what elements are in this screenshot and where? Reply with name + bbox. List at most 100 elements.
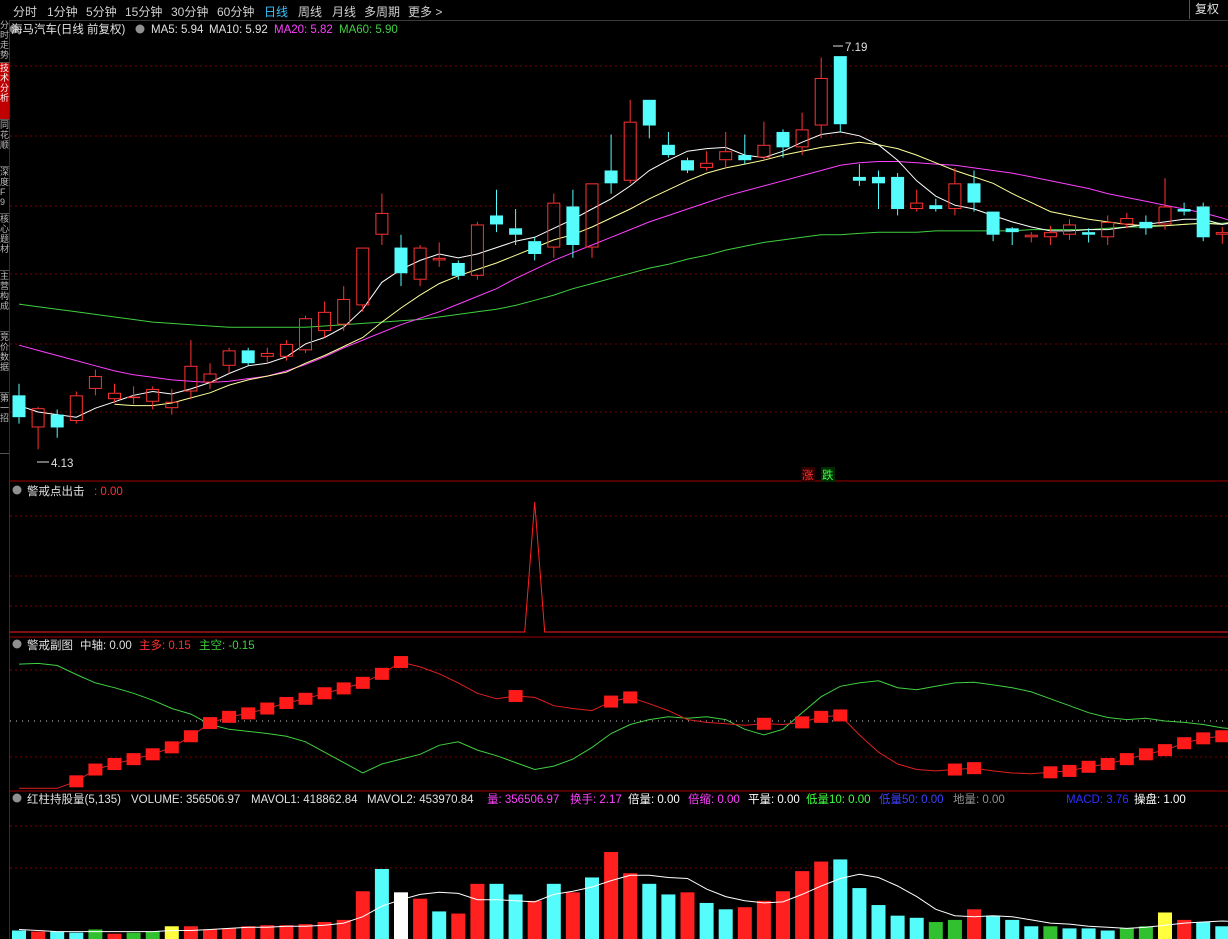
panel4-title: 红柱持股量(5,135)	[27, 792, 121, 806]
candle	[661, 131, 675, 158]
candle	[146, 386, 160, 410]
die-label[interactable]: 跌	[822, 468, 834, 482]
panel4-label: VOLUME: 356506.97	[131, 794, 240, 806]
tab-60min[interactable]: 60分钟	[217, 5, 255, 19]
panel4-label: 低量50: 0.00	[879, 793, 944, 806]
volume-bar	[1100, 930, 1115, 939]
high-price-label: 7.19	[845, 42, 867, 54]
candle-body	[88, 376, 102, 389]
zhuduo-block	[1081, 760, 1096, 773]
candle-body	[108, 392, 121, 400]
tab-1min[interactable]: 1分钟	[47, 5, 78, 19]
panel2-settings-icon[interactable]	[12, 485, 22, 495]
volume-bar	[451, 913, 466, 939]
volume-bar	[737, 907, 752, 939]
volume-bar	[336, 919, 351, 939]
volume-bar	[967, 909, 981, 939]
candle-body	[833, 56, 847, 125]
tab-monthly[interactable]: 月线	[332, 5, 357, 19]
candle-body	[528, 241, 542, 254]
sidebar-item-auction[interactable]: 竞价数据	[0, 332, 9, 393]
candle-body	[127, 396, 141, 399]
zhuduo-block	[374, 667, 389, 680]
volume-bar	[183, 926, 198, 939]
candle-body	[1024, 234, 1038, 238]
candle-body	[547, 202, 561, 248]
panel4-label: 低量10: 0.00	[806, 793, 871, 806]
panel3-zhuduo: 主多: 0.15	[139, 638, 191, 652]
candle-body	[1101, 221, 1115, 238]
zhuduo-block	[145, 748, 160, 761]
tab-5min[interactable]: 5分钟	[86, 5, 117, 19]
ma10-value: MA10: 5.92	[209, 24, 268, 36]
zhang-label[interactable]: 涨	[802, 469, 814, 482]
ma5-line	[18, 131, 1228, 418]
candle-body	[719, 151, 733, 161]
candle-body	[69, 395, 83, 422]
candle	[566, 189, 580, 258]
zhuduo-block	[126, 753, 141, 766]
tab-15min[interactable]: 15分钟	[125, 5, 163, 19]
zhuduo-block	[279, 696, 294, 709]
candle-body	[929, 205, 943, 210]
ma-settings-icon[interactable]	[135, 24, 145, 34]
zhuduo-block	[833, 709, 848, 722]
candle-body	[1082, 232, 1096, 235]
panel-toggle-icon[interactable]	[9, 24, 19, 34]
candle-body	[681, 160, 694, 171]
volume-bar	[718, 909, 733, 939]
sidebar-item-business[interactable]: 主营构成	[0, 271, 9, 332]
panel3-settings-icon[interactable]	[12, 639, 22, 649]
sidebar-item-f9[interactable]: 深度F9	[0, 167, 9, 214]
candle	[222, 347, 236, 374]
candle	[165, 388, 179, 415]
volume-bar	[699, 902, 714, 939]
candle	[967, 170, 981, 212]
zhuduo-block	[183, 730, 198, 743]
volume-bar	[413, 898, 428, 939]
volume-bar	[527, 900, 542, 939]
tab-more[interactable]: 更多 >	[408, 5, 443, 19]
volume-bar	[1081, 928, 1096, 939]
candle	[1063, 219, 1076, 240]
volume-bar	[222, 928, 237, 939]
tab-weekly[interactable]: 周线	[298, 5, 323, 19]
volume-bar	[623, 873, 638, 939]
sidebar-item-tonghuashun[interactable]: 同花顺	[0, 120, 9, 167]
volume-bar	[260, 925, 275, 939]
candle	[986, 211, 1000, 242]
tab-fenshi[interactable]: 分时	[13, 5, 38, 19]
volume-bar	[470, 883, 485, 939]
sidebar-item-tech-analysis[interactable]: 技术分析	[0, 63, 9, 120]
ma5-value: MA5: 5.94	[151, 24, 204, 36]
candle-body	[1158, 206, 1172, 225]
candle-body	[986, 211, 1000, 235]
candle-body	[757, 144, 771, 158]
candle	[12, 383, 26, 424]
panel4-settings-icon[interactable]	[12, 793, 22, 803]
candle	[852, 164, 866, 186]
candle-body	[260, 352, 274, 357]
tab-30min[interactable]: 30分钟	[171, 5, 209, 19]
zhuduo-block	[1062, 764, 1077, 777]
sidebar-item-first-move[interactable]: 第一招	[0, 393, 9, 454]
fuquan-button[interactable]: 复权	[1188, 0, 1224, 19]
panel4-label: 地量: 0.00	[953, 793, 1005, 806]
ma10-line	[114, 141, 1228, 407]
alert-subchart	[18, 656, 1228, 789]
volume-bar	[12, 930, 26, 939]
tab-multi-period[interactable]: 多周期	[364, 5, 401, 19]
sidebar-item-core-topic[interactable]: 核心题材	[0, 214, 9, 271]
sidebar-item-fenshi[interactable]: 分时走势	[0, 20, 9, 63]
candle	[833, 56, 847, 132]
ma5-label: MA5: 5.94	[151, 24, 204, 36]
tab-daily[interactable]: 日线	[264, 5, 289, 19]
candle-body	[337, 298, 351, 325]
panel4-label: MAVOL1: 418862.84	[251, 794, 358, 806]
candle-body	[1043, 232, 1057, 238]
period-toolbar: 分时 1分钟 5分钟 15分钟 30分钟 60分钟 日线 周线 月线 多周期 更…	[0, 0, 1228, 21]
mavol1-line	[18, 873, 1228, 933]
volume-bar	[776, 891, 790, 939]
candle-body	[1196, 206, 1210, 238]
candle	[1139, 215, 1153, 235]
